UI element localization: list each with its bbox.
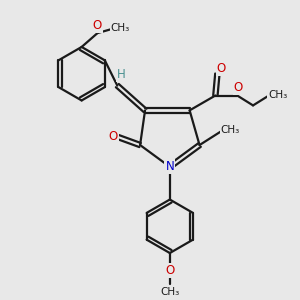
Text: O: O	[234, 81, 243, 94]
Text: O: O	[165, 264, 174, 278]
Text: CH₃: CH₃	[111, 23, 130, 33]
Text: O: O	[93, 19, 102, 32]
Text: O: O	[217, 62, 226, 75]
Text: CH₃: CH₃	[160, 287, 179, 297]
Text: CH₃: CH₃	[268, 89, 287, 100]
Text: O: O	[109, 130, 118, 142]
Text: N: N	[165, 160, 174, 173]
Text: H: H	[117, 68, 126, 81]
Text: CH₃: CH₃	[220, 125, 240, 135]
